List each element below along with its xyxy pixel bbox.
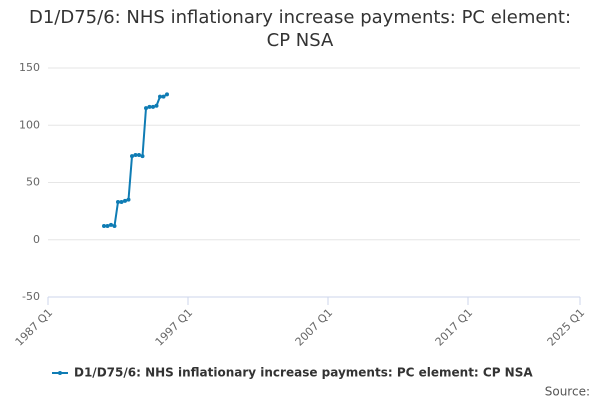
source: Source: (545, 385, 590, 399)
point (133, 153, 138, 158)
point (137, 153, 141, 158)
x-tick-label: 2017 Q1 (433, 306, 476, 349)
chart-title: D1/D75/6: NHS inflationary increase paym… (28, 7, 572, 51)
point (123, 198, 127, 203)
y-tick-label: -50 (22, 290, 40, 303)
legend-label: D1/D75/6: NHS inflationary increase paym… (74, 366, 533, 380)
y-tick-label: 100 (19, 118, 40, 131)
legend-marker (58, 371, 62, 375)
y-tick-label: 50 (26, 176, 40, 189)
x-tick-label: 1997 Q1 (153, 306, 196, 349)
point (140, 154, 145, 159)
point (147, 104, 152, 109)
x-tick-label: 2007 Q1 (293, 306, 336, 349)
point (154, 103, 159, 108)
y-tick-label: 150 (19, 61, 40, 74)
legend-item: D1/D75/6: NHS inflationary increase paym… (52, 366, 533, 380)
point (130, 154, 134, 159)
x-tick-label: 1987 Q1 (13, 306, 56, 349)
point (116, 199, 120, 204)
x-tick-label: 2025 Q1 (545, 306, 588, 349)
point (144, 106, 148, 111)
point (119, 199, 124, 204)
point (151, 104, 155, 109)
point (105, 224, 110, 229)
point (112, 224, 117, 229)
point (161, 94, 166, 99)
point (109, 222, 113, 227)
point (102, 224, 106, 229)
point (158, 94, 162, 99)
point (165, 92, 169, 97)
line (104, 93, 168, 228)
point (126, 197, 131, 202)
y-tick-label: 0 (33, 233, 40, 246)
